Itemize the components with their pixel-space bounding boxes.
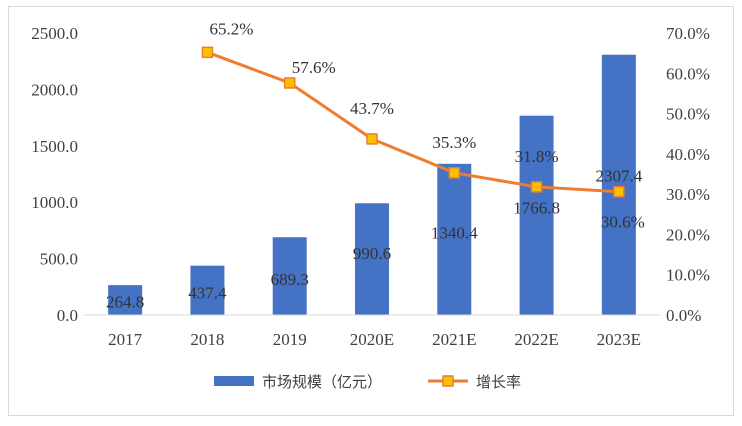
legend: 市场规模（亿元） 增长率 (214, 373, 521, 391)
bar (355, 203, 389, 315)
line-point (283, 77, 296, 89)
y2-tick-label: 40.0% (666, 145, 710, 164)
x-tick-label: 2022E (514, 330, 558, 349)
legend-swatch-marker (442, 375, 454, 387)
bar-data-label: 264.8 (106, 292, 144, 311)
y2-tick-label: 0.0% (666, 306, 701, 325)
x-tick-label: 2018 (190, 330, 224, 349)
bar-data-label: 2307.4 (595, 167, 642, 186)
y2-tick-label: 50.0% (666, 105, 710, 124)
line-data-label: 31.8% (515, 147, 559, 166)
y-tick-label: 2000.0 (31, 80, 78, 99)
line-point (366, 133, 378, 145)
legend-label-bar: 市场规模（亿元） (262, 373, 382, 391)
line-point (201, 46, 214, 59)
y2-tick-label: 60.0% (666, 64, 710, 83)
line-data-label: 57.6% (292, 58, 336, 77)
line-data-label: 65.2% (209, 19, 253, 38)
right-axis-ticks: 0.0% 10.0% 20.0% 30.0% 40.0% 50.0% 60.0% 70.0% (666, 24, 710, 325)
bar-series (108, 54, 636, 316)
x-tick-label: 2023E (597, 330, 641, 349)
bar-data-label: 990.6 (353, 244, 391, 263)
y2-tick-label: 70.0% (666, 24, 710, 43)
y-tick-label: 500.0 (40, 250, 78, 269)
y-tick-label: 1000.0 (31, 193, 78, 212)
x-axis-ticks: 2017 2018 2019 2020E 2021E 2022E 2023E (108, 330, 641, 349)
line-data-label: 43.7% (350, 99, 394, 118)
bar (519, 115, 554, 316)
line-point (613, 185, 625, 198)
x-tick-label: 2021E (432, 330, 476, 349)
bar (437, 163, 472, 315)
line-point (448, 167, 461, 179)
bar (108, 285, 143, 315)
line-data-label: 30.6% (601, 213, 645, 232)
x-tick-label: 2019 (273, 330, 307, 349)
line-point (530, 181, 543, 193)
x-tick-label: 2020E (350, 330, 394, 349)
bar (601, 54, 636, 315)
bar-data-label: 1340.4 (431, 223, 478, 242)
x-tick-label: 2017 (108, 330, 143, 349)
line-series (201, 46, 625, 198)
y2-tick-label: 20.0% (666, 225, 710, 244)
bar (272, 237, 307, 315)
y-tick-label: 1500.0 (31, 137, 78, 156)
bar-data-label: 1766.8 (513, 198, 560, 217)
legend-swatch-bar (214, 376, 254, 386)
line-data-label: 35.3% (432, 133, 476, 152)
data-labels: 264.8 437.4 689.3 990.6 1340.4 1766.8 2307.4 65… (106, 19, 645, 311)
legend-label-line: 增长率 (476, 373, 521, 391)
bar-data-label: 689.3 (271, 270, 309, 289)
y-tick-label: 0.0 (57, 306, 78, 325)
y-tick-label: 2500.0 (31, 24, 78, 43)
left-axis-ticks: 0.0 500.0 1000.0 1500.0 2000.0 2500.0 (31, 24, 78, 325)
y2-tick-label: 10.0% (666, 266, 710, 285)
growth-line (206, 50, 619, 194)
bar (190, 265, 225, 315)
bar-data-label: 437.4 (188, 283, 227, 302)
y2-tick-label: 30.0% (666, 185, 710, 204)
